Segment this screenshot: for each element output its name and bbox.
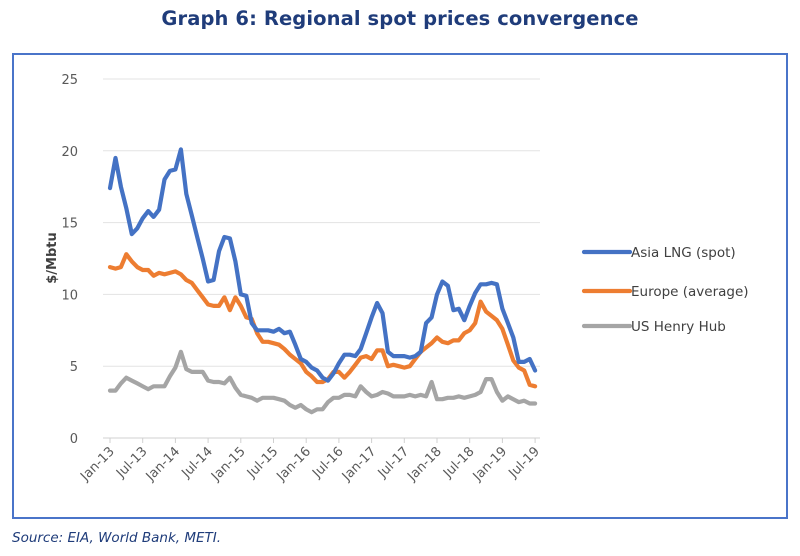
legend-label: Europe (average) xyxy=(631,284,749,300)
series-line-us-henry-hub xyxy=(107,349,538,415)
x-tick-label: Jan-17 xyxy=(339,444,380,485)
x-tick-label: Jan-14 xyxy=(143,444,184,485)
legend-item: Europe (average) xyxy=(581,284,749,300)
source-note: Source: EIA, World Bank, METI. xyxy=(12,530,222,546)
y-tick-label: 10 xyxy=(61,288,78,303)
chart-title: Graph 6: Regional spot prices convergenc… xyxy=(161,7,639,30)
x-tick-label: Jan-19 xyxy=(470,444,511,485)
x-tick-label: Jan-13 xyxy=(77,444,118,485)
series-line-europe-average xyxy=(107,252,538,389)
y-tick-label: 5 xyxy=(70,360,78,375)
x-tick-label: Jul-19 xyxy=(506,444,543,481)
legend-label: Asia LNG (spot) xyxy=(631,245,736,261)
y-tick-label: 25 xyxy=(61,73,78,88)
y-tick-label: 20 xyxy=(61,145,78,160)
legend-label: US Henry Hub xyxy=(631,319,726,335)
y-axis-label: $/Mbtu xyxy=(45,232,60,284)
series-line-asia-lng-spot xyxy=(107,147,538,383)
chart-frame xyxy=(12,53,788,519)
legend-item: US Henry Hub xyxy=(581,319,726,335)
x-tick-label: Jan-16 xyxy=(274,444,315,485)
y-tick-label: 15 xyxy=(61,217,78,232)
y-tick-label: 0 xyxy=(70,432,78,447)
x-tick-label: Jan-15 xyxy=(208,444,249,485)
legend-item: Asia LNG (spot) xyxy=(581,245,736,261)
x-tick-label: Jan-18 xyxy=(404,444,445,485)
